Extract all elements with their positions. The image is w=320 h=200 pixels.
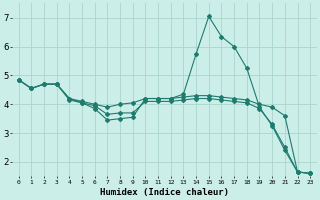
X-axis label: Humidex (Indice chaleur): Humidex (Indice chaleur): [100, 188, 229, 197]
